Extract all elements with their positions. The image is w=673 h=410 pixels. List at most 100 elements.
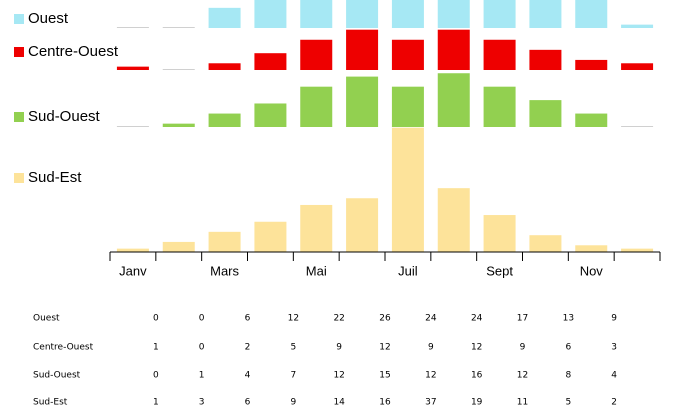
bar: [162, 69, 195, 70]
bar: [575, 0, 608, 28]
table-row-label: Sud-Est: [33, 398, 68, 408]
table-value: 37: [425, 398, 436, 408]
table-value: 9: [611, 314, 617, 324]
bar: [208, 113, 241, 127]
bar: [529, 0, 562, 28]
bar: [116, 126, 149, 127]
bar: [529, 49, 562, 70]
bar: [346, 0, 379, 28]
bar: [529, 100, 562, 127]
bar: [437, 29, 470, 70]
bars: [116, 0, 654, 252]
table-value: 4: [611, 371, 617, 381]
bar: [162, 123, 195, 127]
table-value: 24: [425, 314, 437, 324]
table-value: 1: [153, 343, 159, 353]
bar: [483, 86, 516, 127]
x-tick-label: Juil: [398, 263, 418, 278]
legend-label: Sud-Est: [28, 169, 82, 186]
bar: [116, 66, 149, 70]
bar: [162, 241, 195, 252]
table-value: 6: [565, 343, 571, 353]
table-value: 9: [520, 343, 526, 353]
bar: [208, 7, 241, 28]
bar: [300, 86, 333, 127]
bar: [621, 126, 654, 127]
table-value: 1: [153, 398, 159, 408]
table-value: 6: [245, 398, 251, 408]
table-value: 9: [428, 343, 434, 353]
table-value: 2: [611, 398, 617, 408]
bar: [483, 0, 516, 28]
bar: [254, 221, 287, 252]
bar: [254, 0, 287, 28]
bar: [437, 188, 470, 252]
bar: [575, 113, 608, 127]
table-row-label: Ouest: [33, 314, 60, 324]
legend-swatch: [14, 173, 24, 183]
x-tick-label: Nov: [580, 263, 604, 278]
table-value: 12: [517, 371, 528, 381]
table-value: 12: [425, 371, 436, 381]
legend-swatch: [14, 47, 24, 57]
table-value: 0: [199, 343, 205, 353]
table-value: 16: [471, 371, 483, 381]
bar: [346, 76, 379, 127]
table-value: 3: [199, 398, 205, 408]
bar: [575, 245, 608, 252]
bar: [346, 198, 379, 252]
table-value: 22: [333, 314, 344, 324]
table-value: 9: [290, 398, 296, 408]
table-value: 19: [471, 398, 483, 408]
bar: [346, 29, 379, 70]
bar: [575, 59, 608, 70]
table-value: 3: [611, 343, 617, 353]
bar: [300, 0, 333, 28]
x-tick-label: Janv: [119, 263, 147, 278]
bar: [621, 248, 654, 252]
x-tick-label: Sept: [486, 263, 513, 278]
bar: [391, 0, 424, 28]
bar: [529, 235, 562, 252]
table-value: 5: [290, 343, 296, 353]
bar: [300, 204, 333, 252]
table-value: 15: [379, 371, 390, 381]
table-value: 12: [288, 314, 299, 324]
legend-swatch: [14, 14, 24, 24]
bar: [116, 248, 149, 252]
bar: [621, 63, 654, 70]
bar: [437, 73, 470, 127]
bar: [391, 39, 424, 70]
table-value: 12: [379, 343, 390, 353]
table-value: 14: [333, 398, 345, 408]
table-value: 26: [379, 314, 391, 324]
bar: [208, 63, 241, 70]
table-value: 17: [517, 314, 528, 324]
bar: [208, 231, 241, 252]
x-tick-label: Mars: [210, 263, 239, 278]
bar: [391, 86, 424, 127]
legend-swatch: [14, 112, 24, 122]
bar: [483, 39, 516, 70]
bar: [621, 24, 654, 28]
table-value: 0: [199, 314, 205, 324]
bar: [483, 215, 516, 252]
table-value: 16: [379, 398, 391, 408]
bar: [391, 127, 424, 252]
table-value: 9: [336, 343, 342, 353]
legend-label: Centre-Ouest: [28, 43, 119, 60]
table-row-label: Sud-Ouest: [33, 371, 81, 381]
table-value: 7: [290, 371, 296, 381]
table-value: 13: [563, 314, 574, 324]
bar: [300, 39, 333, 70]
table-value: 11: [517, 398, 528, 408]
table-value: 24: [471, 314, 483, 324]
table-value: 1: [199, 371, 205, 381]
bar: [437, 0, 470, 28]
legend-label: Sud-Ouest: [28, 108, 101, 125]
bar: [254, 53, 287, 70]
bar: [162, 27, 195, 28]
table-value: 0: [153, 314, 159, 324]
table-value: 8: [565, 371, 571, 381]
